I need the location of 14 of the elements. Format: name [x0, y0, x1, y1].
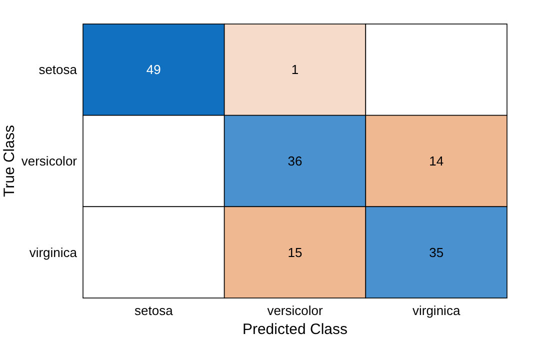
data-label: 1: [291, 62, 299, 78]
y-axis-title: True Class: [1, 125, 18, 197]
data-label: 15: [288, 244, 302, 260]
y-tick-label: versicolor: [21, 154, 78, 169]
data-label: 35: [429, 244, 444, 260]
x-tick-label: setosa: [134, 303, 174, 318]
y-tick-label: setosa: [38, 62, 78, 78]
x-axis-title: Predicted Class: [242, 321, 348, 337]
x-tick-label: virginica: [412, 303, 461, 318]
data-label: 36: [288, 154, 302, 169]
x-tick-label: versicolor: [267, 303, 324, 318]
y-tick-label: virginica: [29, 244, 78, 260]
data-label: 49: [146, 62, 161, 78]
data-label: 14: [429, 154, 444, 169]
